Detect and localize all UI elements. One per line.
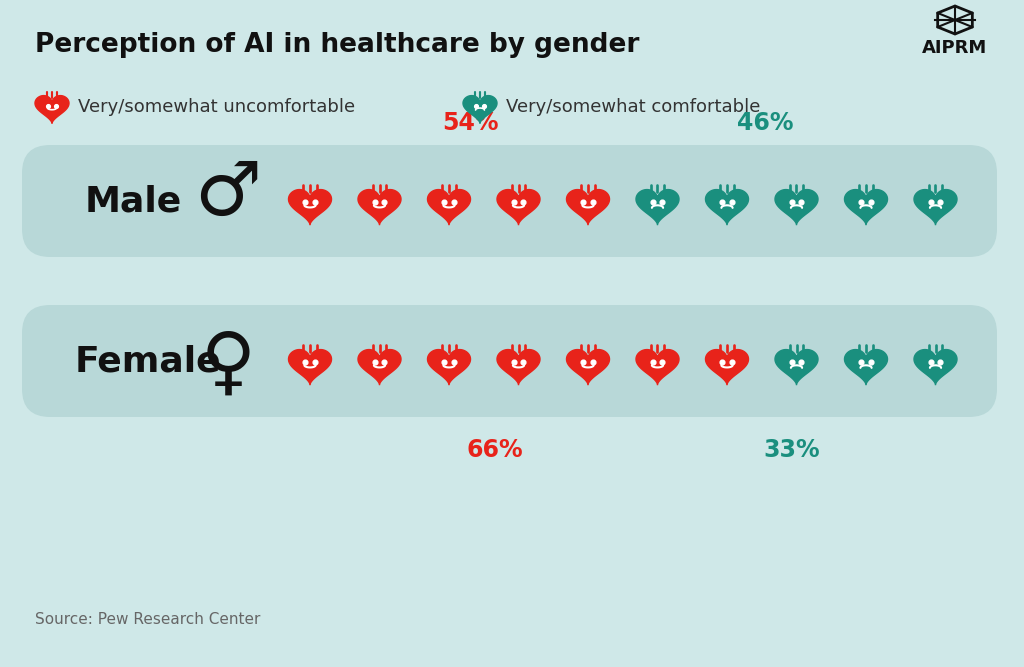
Polygon shape [566,350,609,385]
Polygon shape [289,350,332,385]
Polygon shape [914,189,957,225]
Text: 46%: 46% [736,111,794,135]
Polygon shape [845,189,888,225]
FancyBboxPatch shape [22,305,997,417]
Polygon shape [427,189,470,225]
Polygon shape [706,189,749,225]
Text: 66%: 66% [467,438,523,462]
Polygon shape [289,189,332,225]
Text: Very/somewhat comfortable: Very/somewhat comfortable [506,98,761,116]
Polygon shape [497,350,540,385]
Polygon shape [845,350,888,385]
Text: Very/somewhat uncomfortable: Very/somewhat uncomfortable [78,98,355,116]
Polygon shape [914,350,957,385]
Text: ♀: ♀ [201,329,255,402]
Polygon shape [35,95,69,123]
Polygon shape [358,350,401,385]
Text: Source: Pew Research Center: Source: Pew Research Center [35,612,260,627]
Polygon shape [463,95,497,123]
Text: Male: Male [85,184,182,218]
FancyBboxPatch shape [22,145,997,257]
Polygon shape [497,189,540,225]
Text: 54%: 54% [441,111,499,135]
Polygon shape [358,189,401,225]
Polygon shape [566,189,609,225]
Polygon shape [775,350,818,385]
Polygon shape [636,350,679,385]
Text: Perception of AI in healthcare by gender: Perception of AI in healthcare by gender [35,32,639,58]
Polygon shape [636,189,679,225]
Text: 33%: 33% [764,438,820,462]
Polygon shape [775,189,818,225]
Polygon shape [427,350,470,385]
Text: ♂: ♂ [195,157,261,231]
Text: AIPRM: AIPRM [923,39,987,57]
Polygon shape [706,350,749,385]
Text: Female: Female [75,344,221,378]
